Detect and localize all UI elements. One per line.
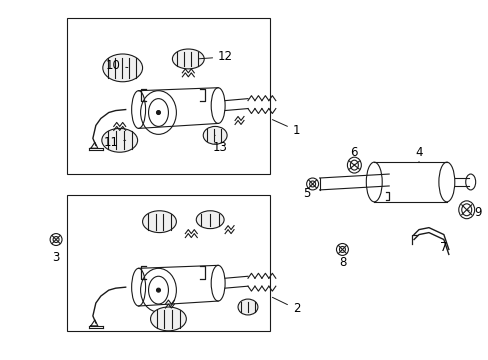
Text: 13: 13: [212, 135, 227, 154]
Ellipse shape: [102, 129, 137, 152]
Text: 2: 2: [272, 297, 300, 315]
Text: 4: 4: [414, 146, 422, 162]
Text: 3: 3: [52, 251, 60, 264]
Ellipse shape: [150, 307, 186, 331]
Text: 6: 6: [350, 146, 357, 165]
Bar: [67, 18, 269, 174]
Ellipse shape: [142, 211, 176, 233]
Text: 9: 9: [466, 206, 481, 219]
Ellipse shape: [238, 299, 257, 315]
Ellipse shape: [172, 49, 204, 69]
Text: 11: 11: [103, 136, 125, 149]
Ellipse shape: [156, 111, 160, 114]
Text: 5: 5: [303, 184, 312, 201]
Ellipse shape: [196, 211, 224, 229]
Text: 12: 12: [199, 50, 233, 63]
Bar: [67, 195, 269, 331]
Text: 1: 1: [272, 120, 300, 137]
Text: 8: 8: [338, 256, 346, 269]
Ellipse shape: [156, 288, 160, 292]
Text: 10: 10: [105, 59, 128, 72]
Text: 7: 7: [439, 241, 447, 254]
Ellipse shape: [102, 54, 142, 82]
Ellipse shape: [203, 126, 226, 144]
